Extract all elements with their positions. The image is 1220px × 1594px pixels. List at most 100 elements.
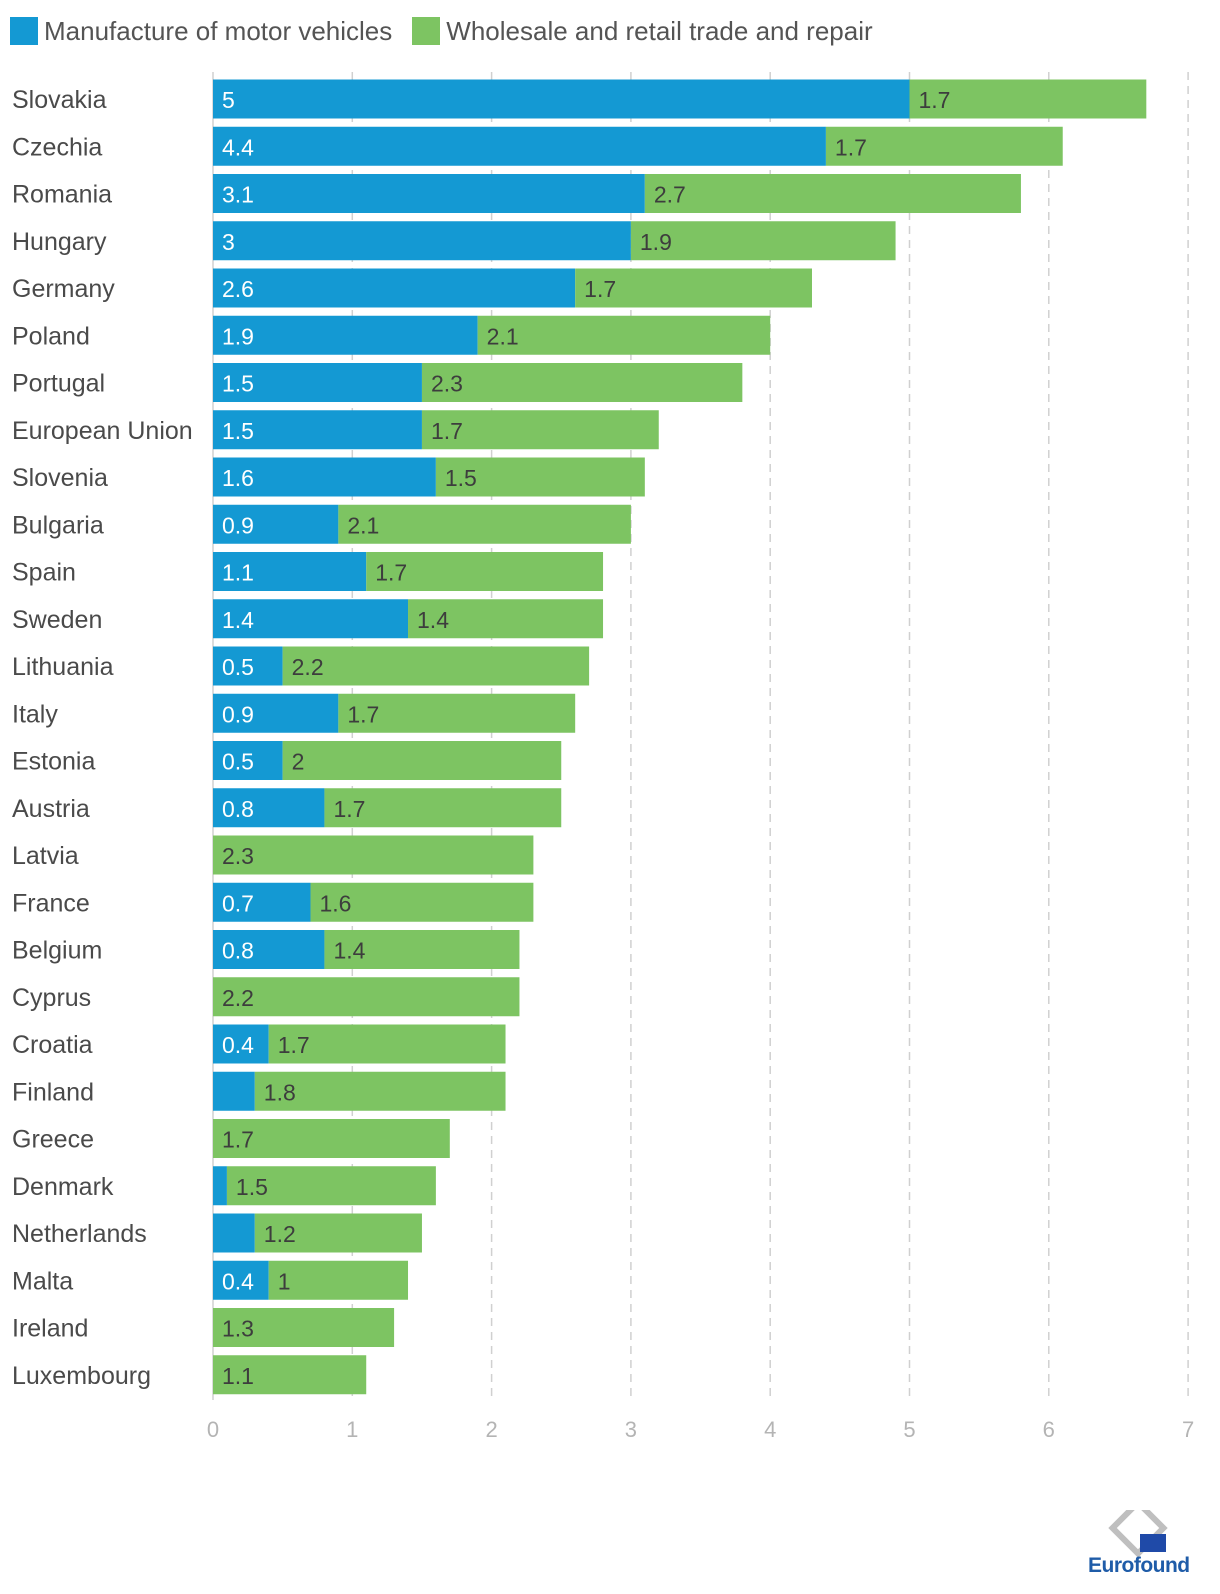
category-label-austria: Austria — [12, 795, 90, 823]
bar-wholesale-retail-greece — [213, 1119, 450, 1158]
eurofound-logo: Eurofound — [1088, 1498, 1198, 1586]
eurofound-logo-mark — [1108, 1498, 1168, 1558]
bar-motor-vehicles-malta — [213, 1260, 269, 1300]
bar-wholesale-retail-romania — [644, 174, 1021, 213]
data-label-wholesale-retail-greece: 1.7 — [222, 1127, 254, 1153]
data-label-wholesale-retail-poland: 2.1 — [487, 323, 519, 349]
data-label-motor-vehicles-bulgaria: 0.9 — [222, 512, 254, 538]
bar-wholesale-retail-spain — [366, 552, 604, 591]
bar-wholesale-retail-netherlands — [254, 1213, 422, 1253]
bar-motor-vehicles-austria — [213, 788, 325, 828]
category-label-luxembourg: Luxembourg — [12, 1362, 151, 1390]
data-label-motor-vehicles-european-union: 1.5 — [222, 418, 254, 444]
category-label-malta: Malta — [12, 1267, 73, 1295]
data-label-motor-vehicles-slovakia: 5 — [222, 87, 235, 113]
bar-wholesale-retail-austria — [324, 788, 562, 828]
legend-label-wholesale-retail: Wholesale and retail trade and repair — [446, 15, 873, 46]
bar-wholesale-retail-hungary — [630, 221, 896, 261]
bar-wholesale-retail-portugal — [421, 363, 743, 402]
legend-label-motor-vehicles: Manufacture of motor vehicles — [44, 15, 393, 46]
bar-wholesale-retail-czechia — [825, 126, 1063, 166]
data-label-wholesale-retail-cyprus: 2.2 — [222, 985, 254, 1011]
data-label-motor-vehicles-lithuania: 0.5 — [222, 654, 254, 680]
data-label-wholesale-retail-european-union: 1.7 — [431, 418, 463, 444]
legend-item-motor-vehicles[interactable]: Manufacture of motor vehicles — [10, 16, 392, 47]
data-label-motor-vehicles-austria: 0.8 — [222, 796, 254, 822]
bar-wholesale-retail-finland — [254, 1071, 506, 1111]
category-label-finland: Finland — [12, 1078, 94, 1106]
bar-motor-vehicles-czechia — [213, 126, 826, 166]
x-tick-label-4: 4 — [764, 1417, 776, 1442]
category-label-ireland: Ireland — [12, 1315, 88, 1343]
bar-wholesale-retail-italy — [338, 693, 576, 733]
bar-motor-vehicles-bulgaria — [213, 504, 339, 544]
bar-motor-vehicles-italy — [213, 693, 339, 733]
bar-motor-vehicles-sweden — [213, 599, 409, 639]
x-tick-label-0: 0 — [207, 1417, 219, 1442]
stacked-bar-chart: 0 1 2 3 4 5 6 7 Slovakia 5 1.7 Czechia 4.4 1.7 Romania… — [12, 72, 1194, 1442]
legend: Manufacture of motor vehicles Wholesale … — [10, 14, 873, 48]
data-label-wholesale-retail-austria: 1.7 — [333, 796, 365, 822]
data-label-wholesale-retail-spain: 1.7 — [375, 560, 407, 586]
data-label-wholesale-retail-lithuania: 2.2 — [292, 654, 324, 680]
x-tick-label-5: 5 — [903, 1417, 915, 1442]
bar-motor-vehicles-poland — [213, 315, 478, 355]
bar-wholesale-retail-malta — [268, 1260, 409, 1300]
data-label-motor-vehicles-sweden: 1.4 — [222, 607, 254, 633]
bar-motor-vehicles-portugal — [213, 363, 422, 402]
category-label-portugal: Portugal — [12, 370, 105, 398]
x-tick-label-1: 1 — [346, 1417, 358, 1442]
data-label-wholesale-retail-slovakia: 1.7 — [919, 87, 951, 113]
data-label-motor-vehicles-france: 0.7 — [222, 890, 254, 916]
category-label-romania: Romania — [12, 181, 112, 209]
bar-wholesale-retail-belgium — [324, 930, 520, 969]
category-label-slovakia: Slovakia — [12, 86, 107, 114]
bar-motor-vehicles-belgium — [213, 930, 325, 969]
eurofound-logo-text: Eurofound — [1088, 1554, 1190, 1577]
bar-motor-vehicles-germany — [213, 268, 576, 308]
data-label-wholesale-retail-hungary: 1.9 — [640, 229, 672, 255]
bar-motor-vehicles-spain — [213, 552, 367, 591]
category-label-hungary: Hungary — [12, 228, 107, 256]
x-tick-label-6: 6 — [1043, 1417, 1055, 1442]
category-label-croatia: Croatia — [12, 1031, 93, 1059]
data-label-wholesale-retail-denmark: 1.5 — [236, 1174, 268, 1200]
data-label-wholesale-retail-germany: 1.7 — [584, 276, 616, 302]
data-label-motor-vehicles-germany: 2.6 — [222, 276, 254, 302]
bar-wholesale-retail-denmark — [226, 1166, 436, 1206]
bar-motor-vehicles-denmark — [213, 1166, 227, 1206]
category-label-bulgaria: Bulgaria — [12, 511, 104, 539]
bar-wholesale-retail-germany — [575, 268, 812, 308]
category-label-belgium: Belgium — [12, 937, 102, 965]
bar-wholesale-retail-slovakia — [909, 79, 1147, 119]
data-label-wholesale-retail-latvia: 2.3 — [222, 843, 254, 869]
bar-motor-vehicles-romania — [213, 174, 645, 213]
legend-swatch-wholesale-retail — [412, 17, 441, 45]
legend-item-wholesale-retail[interactable]: Wholesale and retail trade and repair — [412, 15, 873, 47]
bar-wholesale-retail-slovenia — [435, 457, 645, 497]
bar-wholesale-retail-cyprus — [213, 977, 520, 1017]
bar-wholesale-retail-france — [310, 882, 534, 922]
bar-motor-vehicles-european-union — [213, 410, 422, 450]
data-label-wholesale-retail-croatia: 1.7 — [278, 1032, 310, 1058]
bar-wholesale-retail-bulgaria — [338, 504, 631, 544]
x-tick-label-7: 7 — [1182, 1417, 1194, 1442]
data-label-motor-vehicles-portugal: 1.5 — [222, 371, 254, 397]
data-label-motor-vehicles-czechia: 4.4 — [222, 134, 254, 160]
category-label-spain: Spain — [12, 559, 76, 587]
category-label-estonia: Estonia — [12, 748, 95, 776]
bar-wholesale-retail-lithuania — [282, 646, 590, 686]
x-tick-label-2: 2 — [485, 1417, 497, 1442]
category-label-czechia: Czechia — [12, 133, 102, 161]
bar-motor-vehicles-estonia — [213, 741, 283, 780]
data-label-motor-vehicles-hungary: 3 — [222, 229, 235, 255]
category-label-cyprus: Cyprus — [12, 984, 91, 1012]
data-label-wholesale-retail-slovenia: 1.5 — [445, 465, 477, 491]
legend-swatch-motor-vehicles — [10, 17, 38, 45]
bar-wholesale-retail-estonia — [282, 741, 562, 780]
category-label-european-union: European Union — [12, 417, 193, 445]
bar-motor-vehicles-france — [213, 882, 311, 922]
category-label-poland: Poland — [12, 322, 90, 350]
category-label-denmark: Denmark — [12, 1173, 114, 1201]
data-label-wholesale-retail-ireland: 1.3 — [222, 1316, 254, 1342]
